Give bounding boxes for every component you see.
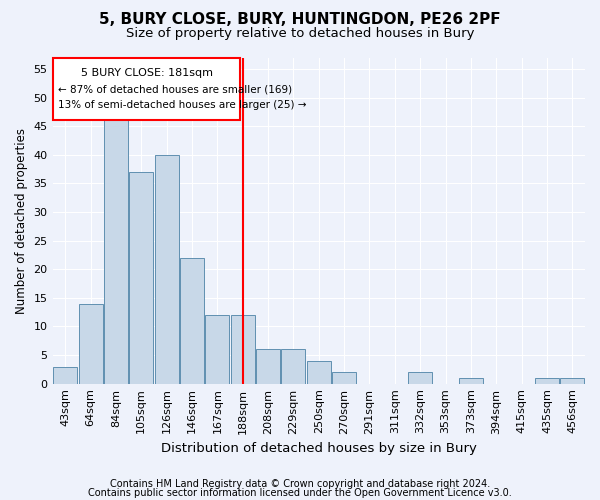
- Bar: [129, 172, 154, 384]
- Bar: [180, 258, 204, 384]
- FancyBboxPatch shape: [53, 58, 240, 120]
- Bar: [535, 378, 559, 384]
- Text: ← 87% of detached houses are smaller (169): ← 87% of detached houses are smaller (16…: [58, 85, 292, 95]
- Bar: [155, 155, 179, 384]
- Text: 13% of semi-detached houses are larger (25) →: 13% of semi-detached houses are larger (…: [58, 100, 307, 110]
- Bar: [205, 315, 229, 384]
- Bar: [459, 378, 483, 384]
- Text: 5 BURY CLOSE: 181sqm: 5 BURY CLOSE: 181sqm: [80, 68, 212, 78]
- Bar: [408, 372, 432, 384]
- Bar: [104, 120, 128, 384]
- Bar: [332, 372, 356, 384]
- Text: Size of property relative to detached houses in Bury: Size of property relative to detached ho…: [126, 28, 474, 40]
- Bar: [256, 350, 280, 384]
- Text: Contains HM Land Registry data © Crown copyright and database right 2024.: Contains HM Land Registry data © Crown c…: [110, 479, 490, 489]
- Bar: [307, 361, 331, 384]
- Text: 5, BURY CLOSE, BURY, HUNTINGDON, PE26 2PF: 5, BURY CLOSE, BURY, HUNTINGDON, PE26 2P…: [99, 12, 501, 28]
- Y-axis label: Number of detached properties: Number of detached properties: [15, 128, 28, 314]
- Bar: [281, 350, 305, 384]
- Bar: [560, 378, 584, 384]
- Bar: [230, 315, 255, 384]
- Bar: [79, 304, 103, 384]
- Bar: [53, 366, 77, 384]
- X-axis label: Distribution of detached houses by size in Bury: Distribution of detached houses by size …: [161, 442, 477, 455]
- Text: Contains public sector information licensed under the Open Government Licence v3: Contains public sector information licen…: [88, 488, 512, 498]
